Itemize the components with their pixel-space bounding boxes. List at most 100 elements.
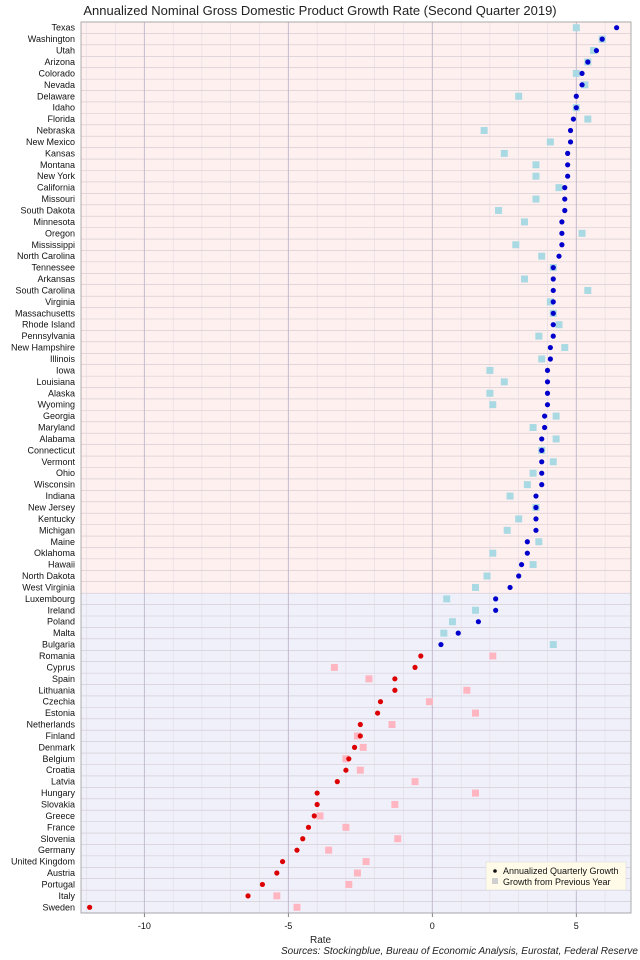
quarterly-point [570,116,577,122]
yoy-marker [581,81,589,89]
quarterly-point [334,779,340,785]
y-tick-label: Finland [45,731,75,741]
legend: Annualized Quarterly Growth Growth from … [485,861,627,891]
y-tick-label: Minnesota [33,217,75,227]
quarterly-point [533,516,539,522]
yoy-marker [529,469,537,477]
quarterly-point [562,185,568,191]
quarterly-point [573,93,579,99]
quarterly-point [412,664,418,671]
y-tick-label: Luxembourg [25,594,75,604]
y-tick-label: Rhode Island [22,320,75,330]
y-tick-label: New Mexico [26,137,75,147]
yoy-marker [529,561,537,569]
quarterly-point [565,162,571,168]
y-tick-label: California [37,183,75,193]
yoy-marker [578,229,586,237]
quarterly-point [377,699,384,705]
y-tick-label: Delaware [37,91,75,101]
yoy-marker [345,880,353,888]
quarterly-point [493,607,499,613]
quarterly-point [357,721,363,728]
quarterly-point [550,276,556,282]
yoy-marker [590,47,598,55]
yoy-marker [503,526,511,534]
quarterly-point [614,25,620,31]
yoy-marker [425,698,433,706]
quarterly-point [274,870,280,876]
y-tick-label: Kansas [45,148,76,158]
yoy-marker [483,572,491,580]
yoy-marker [448,618,456,626]
yoy-marker [552,412,560,420]
yoy-marker [489,652,497,660]
quarterly-point [567,139,574,145]
y-tick-label: Austria [47,868,75,878]
quarterly-point [593,47,600,54]
yoy-marker [486,366,494,374]
yoy-marker [440,629,448,637]
x-axis-ticks: -10 -5 0 5 [138,913,579,931]
yoy-marker [495,206,503,214]
quarterly-point [518,561,525,568]
quarterly-point [550,264,556,271]
y-tick-label: New Hampshire [11,343,75,353]
quarterly-point [259,881,266,888]
y-tick-label: Germany [38,845,76,855]
quarterly-point [550,333,556,339]
x-tick-label: 0 [430,921,435,931]
yoy-marker [546,298,554,306]
yoy-marker [572,69,580,77]
y-tick-label: Alabama [39,434,75,444]
yoy-marker [535,538,543,546]
quarterly-point [455,630,461,636]
yoy-marker [316,812,324,820]
y-tick-label: Indiana [45,491,75,501]
y-tick-label: Texas [51,23,75,33]
y-tick-label: South Dakota [20,205,75,215]
quarterly-point [562,196,568,202]
y-tick-label: Sweden [42,902,75,912]
y-tick-label: Alaska [48,388,75,398]
yoy-marker [515,92,523,100]
quarterly-point [539,447,545,453]
legend-label-yoy: Growth from Previous Year [503,877,611,887]
yoy-marker [391,800,399,808]
yoy-marker [500,378,508,386]
y-tick-label: Illinois [50,354,76,364]
y-tick-label: Spain [52,674,75,684]
yoy-marker [486,389,494,397]
y-tick-label: Massachusetts [15,308,76,318]
quarterly-point [438,641,444,648]
quarterly-point [524,539,530,545]
y-tick-label: Estonia [45,708,75,718]
y-tick-label: Mississippi [31,240,75,250]
y-tick-label: New Jersey [28,502,76,512]
quarterly-point [343,767,349,773]
quarterly-point [585,59,591,65]
y-tick-label: New York [37,171,76,181]
y-tick-label: Hawaii [48,560,75,570]
quarterly-point [314,790,320,796]
yoy-marker [584,286,592,294]
yoy-marker [512,241,520,249]
y-tick-label: Poland [47,617,75,627]
quarterly-point [392,687,398,693]
quarterly-point [565,173,571,179]
quarterly-point [392,676,398,682]
quarterly-point [559,242,565,248]
yoy-marker [561,344,569,352]
y-tick-label: Latvia [51,777,75,787]
quarterly-point [300,836,306,842]
quarterly-point [573,105,579,111]
y-tick-label: Louisiana [36,377,75,387]
quarterly-point [544,402,551,408]
yoy-marker [463,686,471,694]
y-tick-label: Arkansas [37,274,75,284]
quarterly-points [87,25,620,910]
yoy-marker [353,732,361,740]
yoy-marker [472,583,480,591]
yoy-marker [538,252,546,260]
quarterly-point [346,756,352,762]
